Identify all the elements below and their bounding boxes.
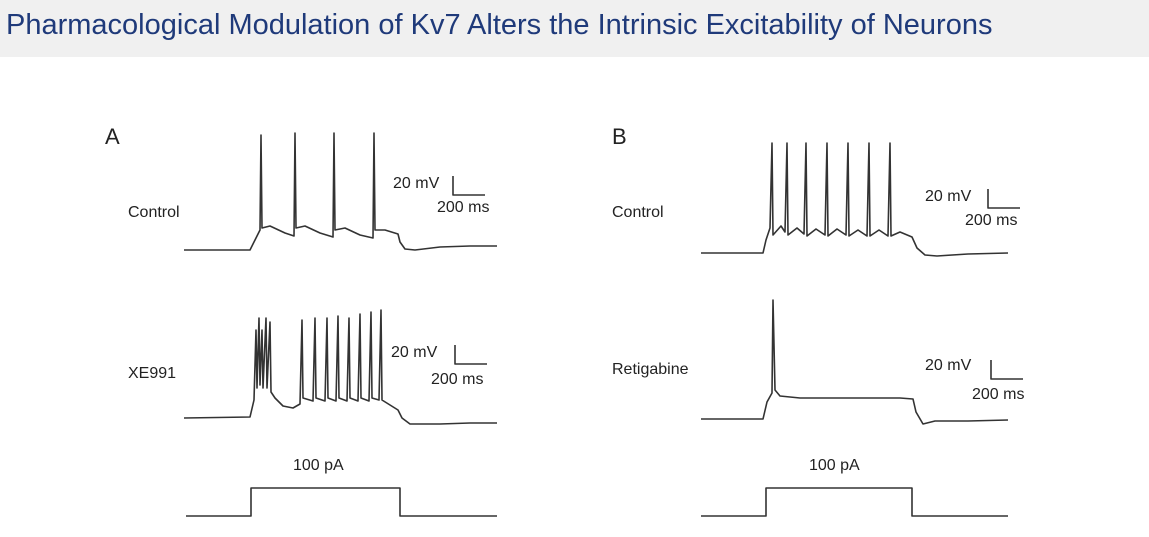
panel-a-top-scale-time: 200 ms: [437, 199, 490, 216]
panel-b-retigabine-label: Retigabine: [612, 361, 689, 378]
trace-a-xe991: [183, 309, 497, 425]
panel-b-control-label: Control: [612, 204, 664, 221]
panel-a-bottom-scale-voltage: 20 mV: [391, 344, 438, 361]
scale-bar-b-top: [987, 189, 1020, 209]
panel-b-top-scale-voltage: 20 mV: [925, 188, 972, 205]
trace-b-control: [701, 142, 1009, 257]
panel-b-stimulus-label: 100 pA: [809, 457, 860, 474]
panel-b-bottom-scale-voltage: 20 mV: [925, 357, 972, 374]
trace-a-control: [184, 132, 497, 251]
slide-title: Pharmacological Modulation of Kv7 Alters…: [6, 9, 993, 41]
panel-b-bottom-scale-time: 200 ms: [972, 386, 1025, 403]
stimulus-a: [186, 487, 497, 517]
panel-b-top-scale-time: 200 ms: [965, 212, 1018, 229]
panel-a-bottom-scale-time: 200 ms: [431, 371, 484, 388]
stimulus-b: [701, 487, 1008, 517]
panel-a-top-scale-voltage: 20 mV: [393, 175, 440, 192]
panel-a-stimulus-label: 100 pA: [293, 457, 344, 474]
scale-bar-a-bottom: [454, 345, 487, 365]
electrophysiology-figure: A Control 20 mV 200 ms XE991 20 mV 200 m…: [0, 57, 1149, 537]
panel-b-letter: B: [612, 124, 627, 149]
panel-a-xe991-label: XE991: [128, 365, 177, 382]
scale-bar-b-bottom: [990, 360, 1023, 380]
panel-a-control-label: Control: [128, 204, 180, 221]
traces-svg: [183, 132, 1023, 517]
panel-a-letter: A: [105, 124, 120, 149]
scale-bar-a-top: [452, 176, 485, 196]
title-bar: Pharmacological Modulation of Kv7 Alters…: [0, 0, 1149, 57]
trace-b-retigabine: [701, 299, 1009, 425]
